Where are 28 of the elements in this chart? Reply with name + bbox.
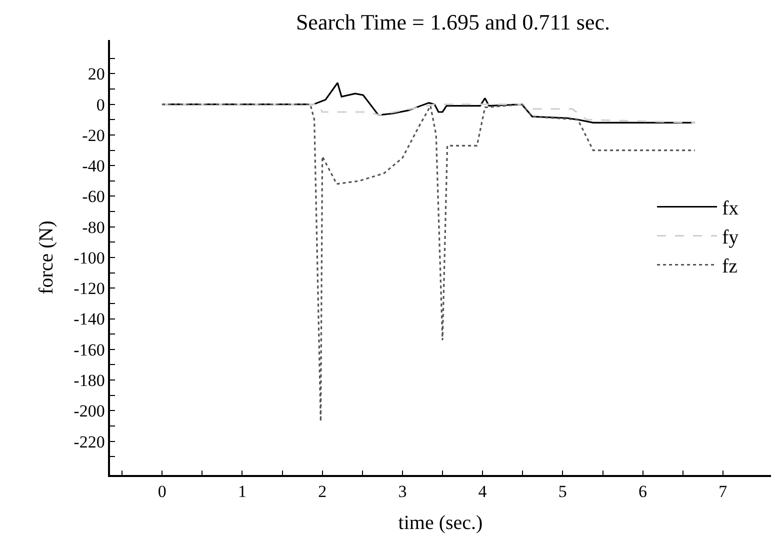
x-tick-label: 5 bbox=[558, 482, 567, 502]
y-tick-label: -120 bbox=[74, 279, 105, 298]
legend-label: fz bbox=[722, 256, 738, 278]
line-series bbox=[161, 104, 696, 422]
y-tick-label: -140 bbox=[74, 310, 105, 329]
y-tick-label: -40 bbox=[82, 156, 105, 176]
x-tick-label: 3 bbox=[398, 482, 407, 502]
x-tick-label: 0 bbox=[158, 482, 166, 502]
y-tick-label: -180 bbox=[74, 370, 105, 390]
x-tick-label: 1 bbox=[238, 482, 246, 502]
y-tick-label: -60 bbox=[82, 187, 105, 206]
x-tick-label: 7 bbox=[718, 482, 728, 502]
x-tick-label: 6 bbox=[638, 482, 648, 502]
y-tick-label: -200 bbox=[74, 402, 105, 421]
y-tick-label: -220 bbox=[74, 432, 105, 452]
y-tick-label: -100 bbox=[74, 248, 105, 268]
y-tick-label: 0 bbox=[96, 95, 105, 114]
y-tick-label: -80 bbox=[82, 218, 105, 237]
y-tick-label: 20 bbox=[88, 64, 105, 84]
legend-label: fy bbox=[722, 226, 739, 249]
y-axis-title: force (N) bbox=[36, 220, 58, 294]
legend-label: fx bbox=[722, 198, 739, 220]
chart-title: Search Time = 1.695 and 0.711 sec. bbox=[296, 9, 610, 34]
x-tick-label: 4 bbox=[478, 482, 488, 502]
x-axis-title: time (sec.) bbox=[398, 512, 483, 534]
y-tick-label: -20 bbox=[82, 126, 105, 145]
y-tick-label: -160 bbox=[74, 340, 105, 360]
x-tick-label: 2 bbox=[318, 482, 327, 502]
